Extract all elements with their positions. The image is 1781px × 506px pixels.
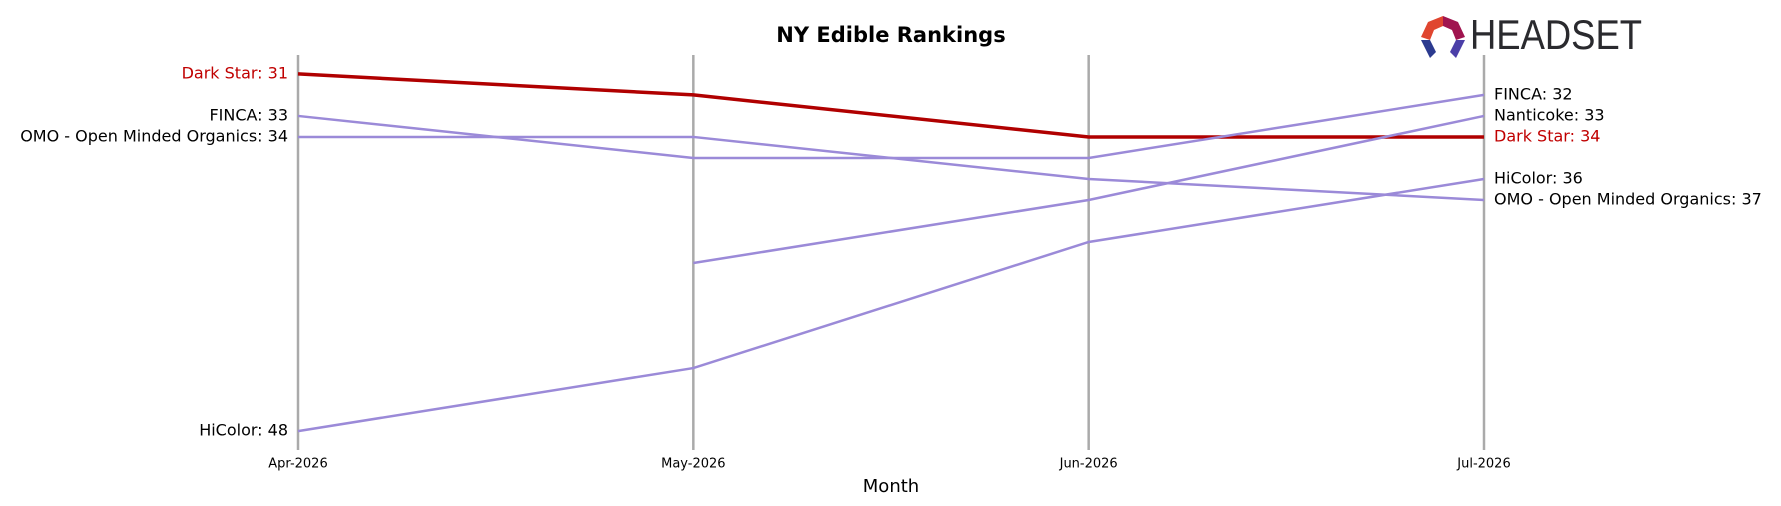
end-label: Dark Star: 34: [1494, 126, 1600, 145]
x-tick-label: Apr-2026: [268, 457, 327, 472]
x-tick-label: Jul-2026: [1456, 457, 1510, 472]
start-label: HiColor: 48: [199, 421, 288, 440]
series-line: [297, 72, 1484, 139]
start-label: FINCA: 33: [209, 105, 288, 124]
start-label: Dark Star: 31: [182, 63, 288, 82]
x-tick-label: May-2026: [661, 457, 725, 472]
start-label: OMO - Open Minded Organics: 34: [20, 126, 288, 145]
series-line: [693, 114, 1485, 265]
logo: HEADSET: [1421, 11, 1642, 58]
end-label: Nanticoke: 33: [1494, 105, 1605, 124]
end-label: OMO - Open Minded Organics: 37: [1494, 189, 1762, 208]
end-label: FINCA: 32: [1494, 84, 1573, 103]
x-tick-label: Jun-2026: [1059, 457, 1118, 472]
series-line: [298, 135, 1485, 202]
end-label: HiColor: 36: [1494, 168, 1583, 187]
chart-title: NY Edible Rankings: [776, 23, 1005, 47]
series-line: [297, 93, 1485, 160]
x-axis-label: Month: [863, 476, 919, 497]
logo-text: HEADSET: [1470, 11, 1642, 58]
series-line: [297, 177, 1485, 433]
